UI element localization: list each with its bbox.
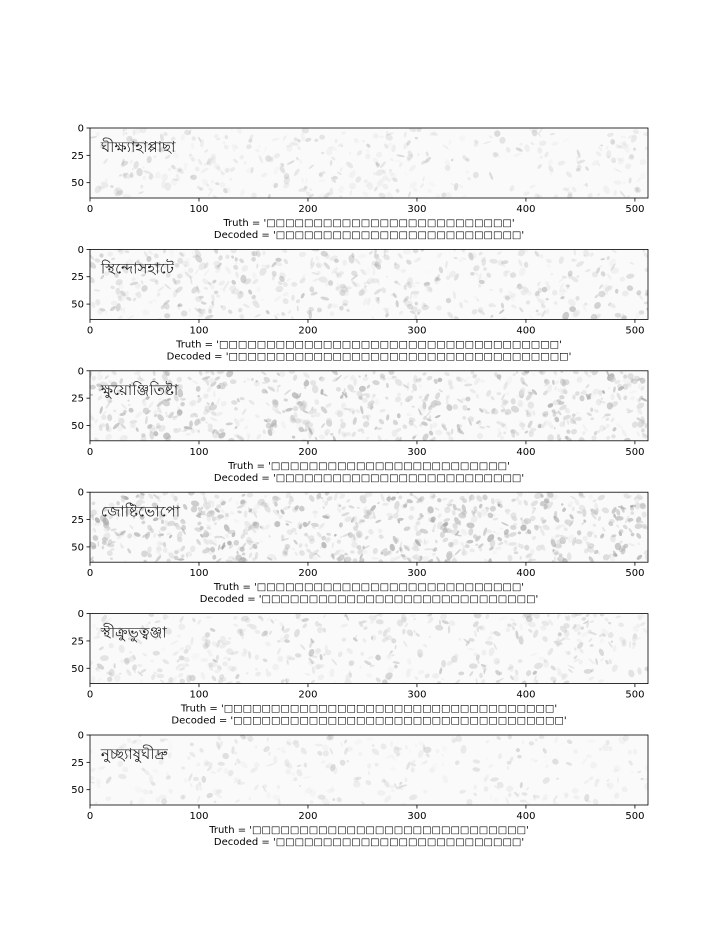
y-tick-label: 25 bbox=[71, 636, 84, 647]
axes-frame bbox=[89, 248, 649, 320]
truth-caption: Truth = '□□□□□□□□□□□□□□□□□□□□□□□□□□□□□□□… bbox=[180, 704, 557, 715]
word-image-text: নুচ্ছ্যাষুঘীদ্রু bbox=[100, 745, 169, 763]
word-image-text: জোষ্টিভোপো bbox=[101, 502, 181, 520]
word-image-text: স্থিন্দোসহাটে bbox=[100, 259, 175, 277]
panel-5: স্থীক্রুভুত্বঞ্জা 0 100 200 300 400 500 0 25 50 Tr… bbox=[71, 609, 649, 727]
decoded-caption: Decoded = '□□□□□□□□□□□□□□□□□□□□□□□□□□□□□… bbox=[167, 351, 572, 362]
image-noise bbox=[90, 370, 648, 441]
y-tick-label: 0 bbox=[78, 488, 84, 499]
x-tick-label: 400 bbox=[516, 690, 535, 701]
decoded-caption: Decoded = '□□□□□□□□□□□□□□□□□□□□□□□□□□' bbox=[214, 473, 524, 484]
x-tick-label: 400 bbox=[516, 811, 535, 822]
axes-frame bbox=[89, 613, 649, 684]
y-tick-label: 0 bbox=[78, 124, 84, 135]
y-tick-label: 50 bbox=[71, 664, 84, 675]
y-tick-label: 50 bbox=[71, 542, 84, 553]
x-tick-label: 500 bbox=[625, 325, 644, 336]
x-tick-label: 100 bbox=[189, 325, 208, 336]
panel-1: ঘীক্ষ্যাহাপ্পাছা 0 100 200 300 400 500 0 25 50 Tru… bbox=[71, 124, 649, 241]
y-tick-label: 25 bbox=[71, 758, 84, 769]
image-background bbox=[90, 249, 648, 320]
x-tick-label: 300 bbox=[407, 568, 426, 579]
x-tick-label: 200 bbox=[298, 447, 317, 458]
x-tick-label: 300 bbox=[407, 811, 426, 822]
truth-caption: Truth = '□□□□□□□□□□□□□□□□□□□□□□□□□□' bbox=[222, 218, 514, 229]
y-tick-label: 25 bbox=[71, 515, 84, 526]
word-image-text: স্থীক্রুভুত্বঞ্জা bbox=[100, 624, 167, 642]
y-tick-label: 50 bbox=[71, 785, 84, 796]
image-background bbox=[90, 128, 648, 198]
panel-4: জোষ্টিভোপো 0 100 200 300 400 500 0 25 50 Truth = '… bbox=[71, 488, 649, 605]
decoded-caption: Decoded = '□□□□□□□□□□□□□□□□□□□□□□□□□□' bbox=[214, 837, 524, 848]
decoded-caption: Decoded = '□□□□□□□□□□□□□□□□□□□□□□□□□□' bbox=[214, 230, 524, 241]
x-tick-label: 500 bbox=[625, 447, 644, 458]
x-tick-label: 300 bbox=[407, 690, 426, 701]
y-tick-label: 50 bbox=[71, 300, 84, 311]
x-tick-label: 100 bbox=[189, 568, 208, 579]
x-tick-label: 500 bbox=[625, 690, 644, 701]
x-tick-label: 200 bbox=[298, 204, 317, 215]
x-tick-label: 100 bbox=[189, 690, 208, 701]
x-tick-label: 0 bbox=[87, 447, 93, 458]
x-tick-label: 100 bbox=[189, 447, 208, 458]
y-tick-label: 0 bbox=[78, 731, 84, 742]
axes-frame bbox=[89, 370, 649, 442]
y-tick-label: 0 bbox=[78, 609, 84, 620]
x-tick-label: 0 bbox=[87, 325, 93, 336]
image-noise bbox=[90, 735, 648, 805]
image-background bbox=[90, 735, 648, 805]
x-tick-label: 400 bbox=[516, 325, 535, 336]
image-noise bbox=[90, 249, 648, 320]
axes-frame bbox=[89, 491, 649, 563]
word-image-text: ক্ষুয়োঞ্জিতিষ্টা bbox=[100, 381, 179, 399]
panel-2: স্থিন্দোসহাটে 0 100 200 300 400 500 0 25 50 Truth … bbox=[71, 245, 649, 362]
decoded-caption: Decoded = '□□□□□□□□□□□□□□□□□□□□□□□□□□□□□… bbox=[200, 594, 539, 605]
x-tick-label: 400 bbox=[516, 568, 535, 579]
x-tick-label: 300 bbox=[407, 325, 426, 336]
x-tick-label: 500 bbox=[625, 568, 644, 579]
x-tick-label: 0 bbox=[87, 568, 93, 579]
x-tick-label: 500 bbox=[625, 204, 644, 215]
truth-caption: Truth = '□□□□□□□□□□□□□□□□□□□□□□□□□□□□□' bbox=[208, 825, 529, 836]
x-tick-label: 400 bbox=[516, 204, 535, 215]
y-tick-label: 50 bbox=[71, 421, 84, 432]
y-tick-label: 25 bbox=[71, 272, 84, 283]
x-tick-label: 300 bbox=[407, 447, 426, 458]
truth-caption: Truth = '□□□□□□□□□□□□□□□□□□□□□□□□□' bbox=[227, 461, 510, 472]
decoded-caption: Decoded = '□□□□□□□□□□□□□□□□□□□□□□□□□□□□□… bbox=[171, 716, 566, 727]
y-tick-label: 0 bbox=[78, 245, 84, 256]
x-tick-label: 200 bbox=[298, 811, 317, 822]
x-tick-label: 200 bbox=[298, 568, 317, 579]
y-tick-label: 25 bbox=[71, 394, 84, 405]
y-tick-label: 0 bbox=[78, 366, 84, 377]
x-tick-label: 300 bbox=[407, 204, 426, 215]
x-tick-label: 0 bbox=[87, 690, 93, 701]
panel-6: নুচ্ছ্যাষুঘীদ্রু 0 100 200 300 400 500 0 25 50 Tru… bbox=[71, 731, 649, 848]
image-noise bbox=[90, 128, 648, 198]
image-background bbox=[90, 613, 648, 684]
y-tick-label: 50 bbox=[71, 178, 84, 189]
x-tick-label: 200 bbox=[298, 690, 317, 701]
axes-frame bbox=[89, 127, 649, 199]
truth-caption: Truth = '□□□□□□□□□□□□□□□□□□□□□□□□□□□□□□□… bbox=[175, 339, 562, 350]
x-tick-label: 0 bbox=[87, 811, 93, 822]
x-tick-label: 400 bbox=[516, 447, 535, 458]
word-image-text: ঘীক্ষ্যাহাপ্পাছা bbox=[100, 138, 176, 156]
x-tick-label: 500 bbox=[625, 811, 644, 822]
image-noise bbox=[90, 492, 648, 563]
y-tick-label: 25 bbox=[71, 151, 84, 162]
x-tick-label: 100 bbox=[189, 204, 208, 215]
x-tick-label: 100 bbox=[189, 811, 208, 822]
axes-frame bbox=[89, 734, 649, 806]
x-tick-label: 200 bbox=[298, 325, 317, 336]
x-tick-label: 0 bbox=[87, 204, 93, 215]
truth-caption: Truth = '□□□□□□□□□□□□□□□□□□□□□□□□□□□□' bbox=[213, 582, 524, 593]
panel-3: ক্ষুয়োঞ্জিতিষ্টা 0 100 200 300 400 500 0 25 50 Tr… bbox=[71, 366, 649, 484]
